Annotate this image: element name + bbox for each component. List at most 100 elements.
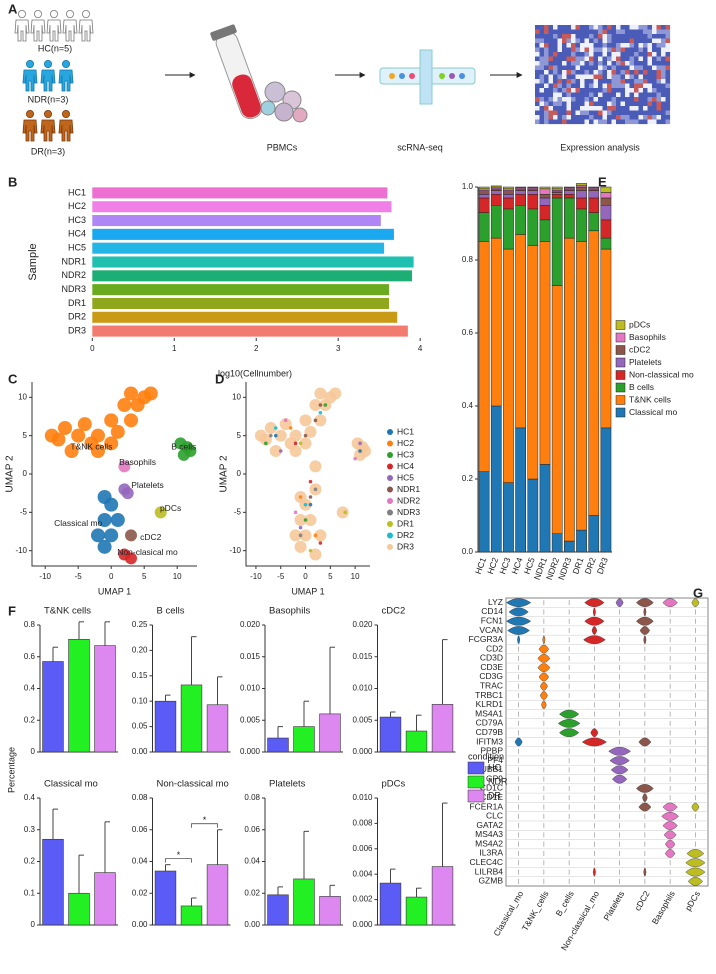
point — [184, 445, 197, 457]
bar — [267, 894, 289, 926]
point — [294, 514, 307, 526]
heatmap-cell — [544, 56, 549, 62]
heatmap-cell — [580, 97, 585, 102]
panel-letter: B — [8, 174, 17, 189]
heatmap-cell — [665, 25, 671, 30]
heatmap-cell — [665, 88, 671, 93]
heatmap-cell — [634, 29, 639, 35]
bar-segment — [576, 184, 587, 188]
bar — [405, 730, 428, 753]
heatmap-cell — [652, 25, 657, 30]
heatmap-cell — [620, 101, 626, 107]
bar-segment — [478, 194, 490, 199]
legend-swatch — [615, 332, 626, 343]
heatmap-cell — [535, 74, 540, 80]
legend-label: cDC2 — [629, 344, 651, 354]
heatmap-cell — [535, 52, 540, 57]
heatmap-cell — [580, 34, 585, 39]
heatmap-cell — [539, 110, 545, 116]
bar-segment — [515, 190, 527, 195]
axis-line — [245, 382, 370, 567]
heatmap-cell — [647, 61, 653, 66]
heatmap-cell — [647, 83, 653, 89]
person-body — [58, 119, 74, 142]
violin — [691, 598, 700, 608]
heatmap-cell — [602, 106, 608, 111]
heatmap-cell — [661, 70, 666, 75]
violin — [662, 802, 678, 812]
heatmap-cell — [535, 47, 540, 53]
y-tick-label: 0.2 — [24, 857, 36, 866]
legend-swatch — [615, 357, 626, 368]
heatmap-cell — [611, 65, 617, 71]
heatmap-cell — [571, 83, 576, 89]
heatmap-cell — [652, 92, 657, 98]
bar-segment — [503, 248, 514, 483]
violin — [636, 784, 654, 793]
heatmap-cell — [616, 70, 621, 75]
heatmap-cell — [620, 34, 626, 39]
heatmap-cell — [607, 106, 612, 111]
chart-title: cDC2 — [382, 606, 406, 617]
heatmap-cell — [544, 61, 549, 66]
x-tick-label: 4 — [418, 344, 423, 353]
legend-label: HC3 — [397, 449, 414, 459]
bar-segment — [515, 234, 527, 429]
heatmap-cell — [616, 38, 621, 44]
y-tick-label: HC3 — [68, 215, 86, 225]
heatmap-cell — [593, 101, 599, 107]
heatmap-cell — [634, 106, 639, 111]
y-tick-label: 0.00 — [132, 920, 148, 929]
group-label: DR(n=3) — [31, 146, 65, 156]
bar-segment — [600, 248, 612, 429]
heatmap-cell — [593, 83, 599, 89]
heatmap-cell — [652, 110, 657, 116]
heatmap-cell — [562, 43, 567, 48]
bar — [42, 661, 64, 753]
x-tick-label: 10 — [173, 572, 182, 581]
legend-label: NDR2 — [397, 495, 420, 505]
cluster-label: T&NK cells — [70, 441, 112, 451]
person-body — [22, 69, 38, 92]
y-tick-label: 0.010 — [352, 793, 373, 802]
heatmap-cell — [571, 110, 576, 116]
point — [314, 414, 327, 427]
heatmap-cell — [643, 34, 648, 39]
heatmap-cell — [539, 101, 545, 107]
heatmap-cell — [629, 34, 635, 39]
heatmap-cell — [625, 61, 630, 66]
heatmap-cell — [638, 88, 644, 93]
heatmap-cell — [634, 74, 639, 80]
heatmap-cell — [544, 119, 549, 125]
heatmap-cell — [634, 92, 639, 98]
legend-marker — [387, 498, 393, 504]
heatmap-cell — [643, 38, 648, 44]
gene-label: TRBC1 — [475, 690, 503, 700]
heatmap-cell — [634, 79, 639, 84]
bar — [206, 704, 229, 753]
significance-bracket — [191, 823, 218, 828]
gene-label: CD1C — [480, 783, 503, 793]
heatmap-cell — [553, 115, 558, 120]
heatmap-cell — [575, 52, 581, 57]
people-icons — [14, 9, 94, 142]
heatmap-cell — [638, 115, 644, 120]
violin — [636, 598, 654, 608]
x-tick-label: 0 — [303, 572, 308, 581]
bar-segment — [563, 237, 575, 542]
heatmap-cell — [647, 79, 653, 84]
heatmap-cell — [661, 106, 666, 111]
heatmap-cell — [634, 83, 639, 89]
heatmap-cell — [598, 47, 603, 53]
heatmap-cell — [620, 43, 626, 48]
heatmap-cell — [656, 97, 662, 102]
heatmap-cell — [665, 34, 671, 39]
point — [303, 502, 308, 507]
heatmap-cell — [544, 34, 549, 39]
heatmap-cell — [661, 119, 666, 125]
bar-segment — [515, 427, 527, 553]
bar — [68, 892, 90, 926]
heatmap-cell — [611, 101, 617, 107]
heatmap-cell — [562, 83, 567, 89]
heatmap-cell — [616, 25, 621, 30]
